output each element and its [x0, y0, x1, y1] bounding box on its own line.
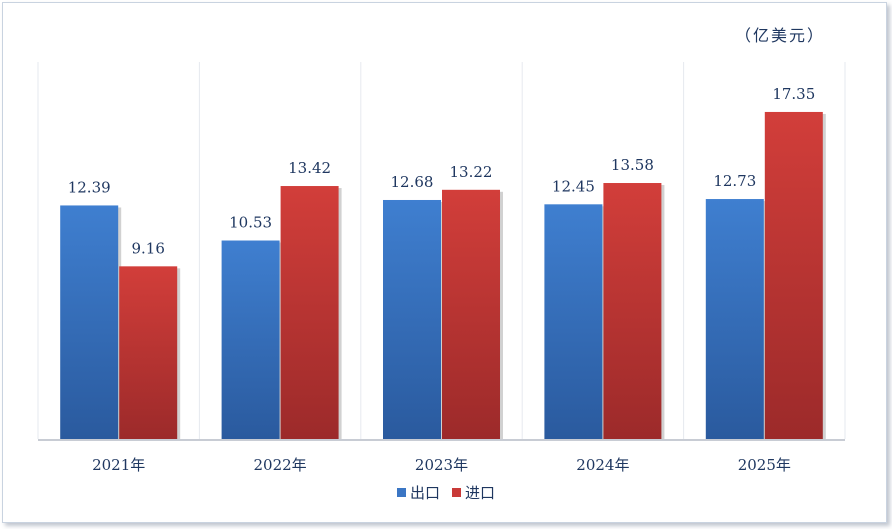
data-label-import-3: 13.22: [450, 163, 493, 181]
bar-export-4: [544, 204, 603, 439]
bars-layer: [60, 111, 826, 439]
legend-label-export: 出口: [409, 484, 440, 502]
data-label-import-1: 9.16: [131, 239, 164, 257]
data-label-import-5: 17.35: [772, 85, 815, 103]
bar-import-2: [280, 186, 339, 439]
data-label-import-2: 13.42: [288, 159, 331, 177]
x-tick-label-2: 2022年: [254, 456, 307, 474]
x-tick-label-1: 2021年: [92, 456, 145, 474]
bar-export-3: [383, 199, 441, 439]
data-label-export-2: 10.53: [229, 214, 272, 232]
x-tick-label-3: 2023年: [415, 456, 468, 474]
data-label-import-4: 13.58: [611, 156, 654, 174]
x-tick-label-4: 2024年: [576, 456, 629, 474]
bar-import-1: [119, 266, 178, 439]
data-label-export-5: 12.73: [713, 172, 756, 190]
legend-item-import: 进口: [452, 482, 495, 503]
bar-import-3: [442, 189, 500, 439]
x-tick-label-5: 2025年: [738, 456, 791, 474]
data-label-export-3: 12.68: [391, 173, 434, 191]
data-label-export-4: 12.45: [552, 177, 595, 195]
bar-export-5: [705, 199, 764, 439]
unit-label: （亿美元）: [735, 26, 826, 45]
legend-swatch-import: [452, 488, 461, 497]
bar-export-1: [60, 205, 119, 439]
data-label-export-1: 12.39: [68, 178, 111, 196]
labels-layer: 12.39 9.16 2021年 10.53 13.42 2022年 12.68 13.22 2…: [68, 85, 816, 474]
legend-item-export: 出口: [396, 482, 440, 503]
legend-swatch-export: [396, 488, 406, 497]
bar-import-4: [603, 183, 662, 439]
bar-import-5: [764, 111, 823, 439]
grid-layer: [37, 62, 846, 441]
legend: 出口 进口: [0, 482, 892, 503]
bar-export-2: [221, 240, 280, 439]
legend-label-import: 进口: [465, 484, 496, 502]
